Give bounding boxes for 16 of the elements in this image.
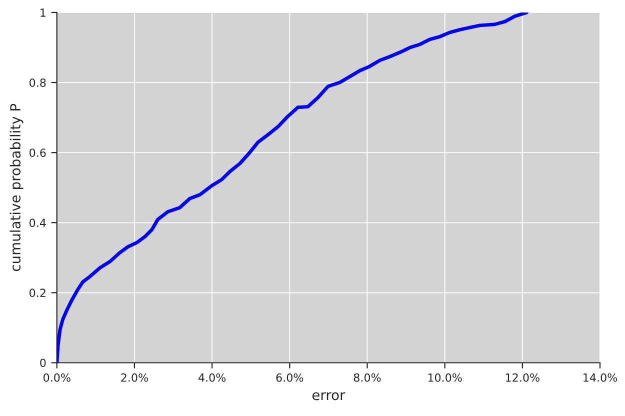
y-tick-label: 0 [40,358,46,368]
y-axis-title: cumulative probability P [10,104,24,272]
x-tick-label: 12.0% [506,373,540,382]
x-tick-label: 14.0% [584,373,618,382]
y-tick-label: 1 [40,8,46,17]
y-tick-label: 0.2 [30,288,46,298]
x-tick-label: 4.0% [198,373,226,382]
x-tick-label: 0.0% [43,373,70,382]
x-tick-label: 2.0% [121,373,148,382]
x-tick-label: 10.0% [428,373,462,382]
y-tick-label: 0.6 [30,148,46,157]
y-tick-label: 0.4 [30,218,46,228]
y-tick-label: 0.8 [30,78,46,87]
x-axis-title: error [312,392,346,400]
x-tick-label: 8.0% [354,373,381,382]
x-tick-label: 6.0% [276,373,304,382]
